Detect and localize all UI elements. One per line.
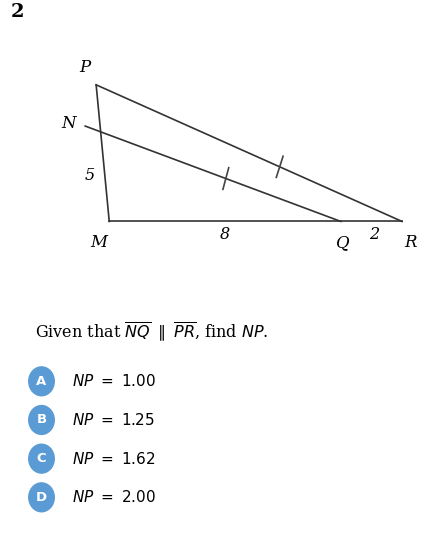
Text: $NP\ =\ 2.00$: $NP\ =\ 2.00$: [72, 489, 156, 505]
Text: C: C: [37, 452, 46, 465]
Text: M: M: [90, 234, 107, 251]
Ellipse shape: [29, 367, 54, 396]
Text: R: R: [405, 234, 417, 251]
Text: Q: Q: [336, 234, 350, 251]
Text: 5: 5: [84, 167, 95, 183]
Text: 2: 2: [368, 226, 379, 243]
Ellipse shape: [29, 406, 54, 434]
Text: $NP\ =\ 1.00$: $NP\ =\ 1.00$: [72, 373, 156, 389]
Text: P: P: [80, 58, 91, 76]
Ellipse shape: [29, 483, 54, 512]
Text: 2: 2: [11, 3, 24, 21]
Text: B: B: [36, 413, 47, 427]
Text: D: D: [36, 491, 47, 504]
Ellipse shape: [29, 444, 54, 473]
Text: 8: 8: [220, 226, 230, 243]
Text: $NP\ =\ 1.62$: $NP\ =\ 1.62$: [72, 451, 156, 467]
Text: A: A: [36, 375, 47, 388]
Text: N: N: [61, 115, 76, 132]
Text: $NP\ =\ 1.25$: $NP\ =\ 1.25$: [72, 412, 155, 428]
Text: Given that $\overline{NQ}$ $\parallel$ $\overline{PR}$, find $NP$.: Given that $\overline{NQ}$ $\parallel$ $…: [35, 321, 268, 344]
